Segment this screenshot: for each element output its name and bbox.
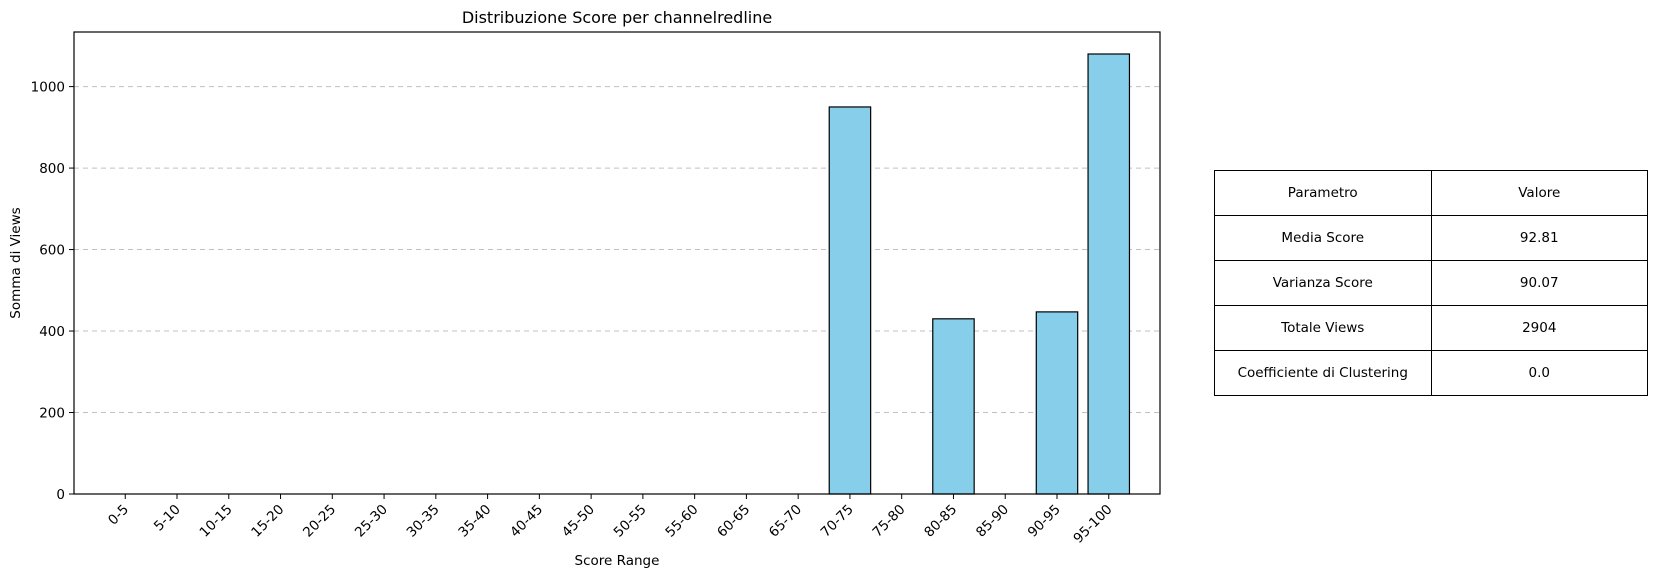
table-row: Totale Views 2904 bbox=[1214, 305, 1648, 351]
y-tick-label: 1000 bbox=[31, 80, 65, 96]
table-cell: 92.81 bbox=[1430, 215, 1648, 261]
x-tick-label: 15-20 bbox=[248, 502, 287, 541]
y-tick-label: 400 bbox=[39, 324, 65, 340]
x-axis-ticks: 0-5 5-10 10-15 15-20 20-25 25-30 30-35 35-40 40-… bbox=[105, 494, 1116, 547]
x-tick-label: 0-5 bbox=[105, 502, 132, 529]
x-tick-label: 85-90 bbox=[973, 502, 1012, 541]
y-tick-label: 800 bbox=[39, 161, 65, 177]
bar bbox=[932, 318, 975, 495]
bars bbox=[828, 53, 1131, 495]
y-tick-label: 0 bbox=[56, 487, 65, 503]
x-tick-label: 25-30 bbox=[352, 502, 391, 541]
table-header-cell: Parametro bbox=[1214, 170, 1432, 216]
y-axis-label: Somma di Views bbox=[8, 207, 24, 318]
table-row: Media Score 92.81 bbox=[1214, 215, 1648, 261]
x-tick-label: 35-40 bbox=[455, 502, 494, 541]
x-tick-label: 80-85 bbox=[921, 502, 960, 541]
stats-table: Parametro Valore Media Score 92.81 Varianza … bbox=[1214, 170, 1648, 396]
table-cell: Totale Views bbox=[1214, 305, 1432, 351]
bar bbox=[1035, 311, 1079, 495]
table-cell: 0.0 bbox=[1430, 350, 1648, 396]
x-tick-label: 95-100 bbox=[1070, 502, 1115, 547]
y-tick-label: 200 bbox=[39, 406, 65, 422]
bar bbox=[828, 106, 872, 495]
plot-frame bbox=[73, 31, 1161, 495]
x-tick-label: 10-15 bbox=[197, 502, 236, 541]
x-axis-label: Score Range bbox=[575, 553, 660, 569]
table-row: Varianza Score 90.07 bbox=[1214, 260, 1648, 306]
x-tick-label: 70-75 bbox=[818, 502, 857, 541]
table-header-cell: Valore bbox=[1430, 170, 1648, 216]
chart-title: Distribuzione Score per channelredline bbox=[462, 8, 772, 27]
x-tick-label: 30-35 bbox=[404, 502, 443, 541]
bar bbox=[1087, 53, 1131, 495]
table-header-row: Parametro Valore bbox=[1214, 170, 1648, 216]
y-tick-label: 600 bbox=[39, 243, 65, 259]
table-row: Coefficiente di Clustering 0.0 bbox=[1214, 350, 1648, 396]
x-tick-label: 55-60 bbox=[662, 502, 701, 541]
y-axis-ticks: 0 200 400 600 800 1000 bbox=[31, 80, 74, 503]
table-cell: Coefficiente di Clustering bbox=[1214, 350, 1432, 396]
bar-chart: Distribuzione Score per channelredline 0… bbox=[8, 8, 1161, 569]
x-tick-label: 20-25 bbox=[300, 502, 339, 541]
x-tick-label: 50-55 bbox=[611, 502, 650, 541]
x-tick-label: 60-65 bbox=[714, 502, 753, 541]
x-tick-label: 40-45 bbox=[507, 502, 546, 541]
table-cell: 90.07 bbox=[1430, 260, 1648, 306]
x-tick-label: 65-70 bbox=[766, 502, 805, 541]
x-tick-label: 5-10 bbox=[151, 502, 184, 535]
table-cell: 2904 bbox=[1430, 305, 1648, 351]
x-tick-label: 90-95 bbox=[1025, 502, 1064, 541]
table-cell: Varianza Score bbox=[1214, 260, 1432, 306]
x-tick-label: 45-50 bbox=[559, 502, 598, 541]
table-cell: Media Score bbox=[1214, 215, 1432, 261]
grid-lines bbox=[74, 86, 1160, 414]
x-tick-label: 75-80 bbox=[869, 502, 908, 541]
